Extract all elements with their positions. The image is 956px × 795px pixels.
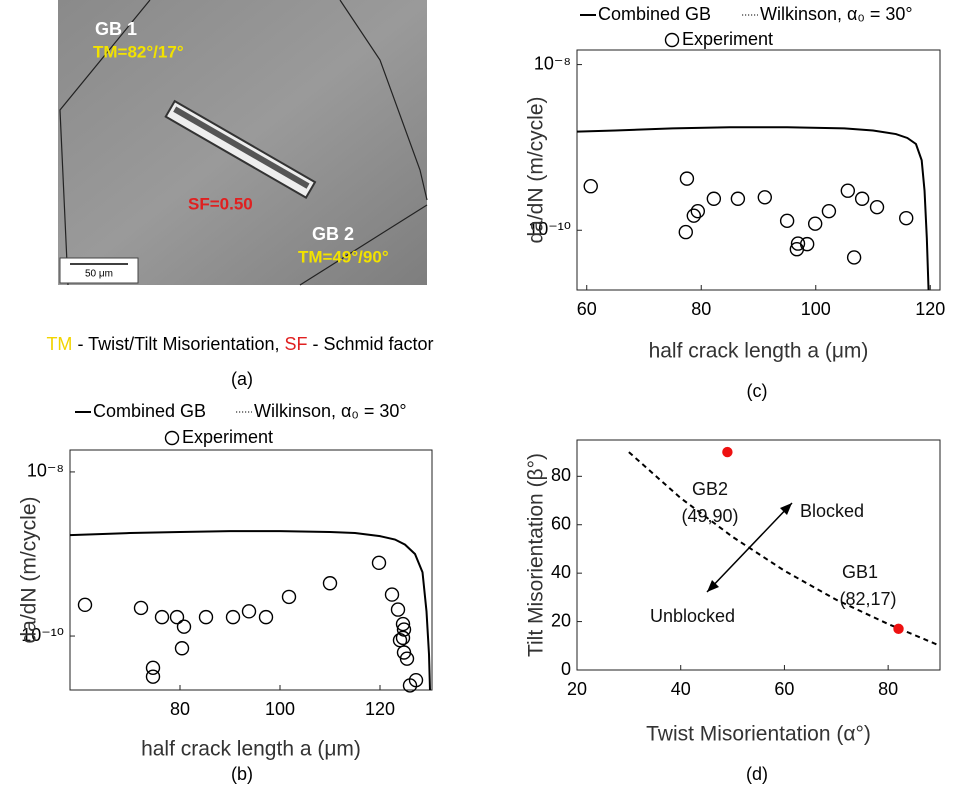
- x-tick-label: 100: [265, 699, 295, 719]
- y-tick-label: 0: [561, 659, 571, 679]
- micrograph: GB 1 TM=82°/17° SF=0.50 GB 2 TM=49°/90° …: [46, 0, 433, 389]
- caption: (b): [231, 764, 253, 784]
- legend-label: Wilkinson, α₀ = 30°: [760, 4, 913, 24]
- x-tick-label: 80: [878, 679, 898, 699]
- annotation: GB1: [842, 562, 878, 582]
- legend-label: Wilkinson, α₀ = 30°: [254, 401, 407, 421]
- x-tick-label: 120: [915, 299, 945, 319]
- y-axis-label: da/dN (m/cycle): [525, 96, 548, 243]
- annotation: Unblocked: [650, 606, 735, 626]
- x-axis-label: Twist Misorientation (α°): [646, 723, 871, 746]
- point: [894, 624, 903, 633]
- legend-label: Combined GB: [93, 401, 206, 421]
- x-tick-label: 60: [577, 299, 597, 319]
- legend-label: Combined GB: [598, 4, 711, 24]
- plot-frame: [577, 50, 940, 290]
- legend-label: Experiment: [682, 29, 773, 49]
- plot-frame: [577, 440, 940, 670]
- y-tick-label: 80: [551, 465, 571, 485]
- scale-label: 50 μm: [85, 269, 113, 280]
- legend-marker: [666, 34, 679, 47]
- x-axis-label: half crack length a (μm): [649, 340, 869, 363]
- y-axis-label: Tilt Misorientation (β°): [525, 453, 548, 657]
- x-tick-label: 40: [671, 679, 691, 699]
- caption: (c): [747, 381, 768, 401]
- legend-marker: [166, 432, 179, 445]
- x-tick-label: 80: [691, 299, 711, 319]
- y-tick-label: 40: [551, 562, 571, 582]
- x-tick-label: 100: [801, 299, 831, 319]
- legend-tm: TM: [46, 334, 72, 354]
- label: GB 2: [312, 224, 354, 244]
- annotation: GB2: [692, 479, 728, 499]
- legend-caption: TM - Twist/Tilt Misorientation, SF - Sch…: [46, 334, 433, 354]
- legend-text: - Twist/Tilt Misorientation,: [72, 334, 284, 354]
- y-tick-label: 60: [551, 513, 571, 533]
- label: GB 1: [95, 19, 137, 39]
- label: TM=49°/90°: [298, 247, 389, 266]
- label: SF=0.50: [188, 194, 253, 213]
- x-axis-label: half crack length a (μm): [141, 738, 361, 761]
- annotation: (49,90): [681, 506, 738, 526]
- annotation: (82,17): [839, 589, 896, 609]
- x-tick-label: 60: [774, 679, 794, 699]
- y-axis-label: da/dN (m/cycle): [18, 496, 41, 643]
- legend-label: Experiment: [182, 427, 273, 447]
- y-tick-label: 10⁻⁸: [534, 53, 571, 73]
- annotation: Blocked: [800, 501, 864, 521]
- point: [723, 448, 732, 457]
- label: TM=82°/17°: [93, 42, 184, 61]
- caption: (a): [231, 369, 253, 389]
- y-tick-label: 10⁻⁸: [27, 461, 64, 481]
- legend-text: - Schmid factor: [308, 334, 434, 354]
- x-tick-label: 80: [170, 699, 190, 719]
- x-tick-label: 20: [567, 679, 587, 699]
- legend-sf: SF: [285, 334, 308, 354]
- caption: (d): [746, 764, 768, 784]
- plot-frame: [70, 450, 432, 690]
- x-tick-label: 120: [365, 699, 395, 719]
- y-tick-label: 20: [551, 610, 571, 630]
- figure: GB 1 TM=82°/17° SF=0.50 GB 2 TM=49°/90° …: [0, 0, 956, 795]
